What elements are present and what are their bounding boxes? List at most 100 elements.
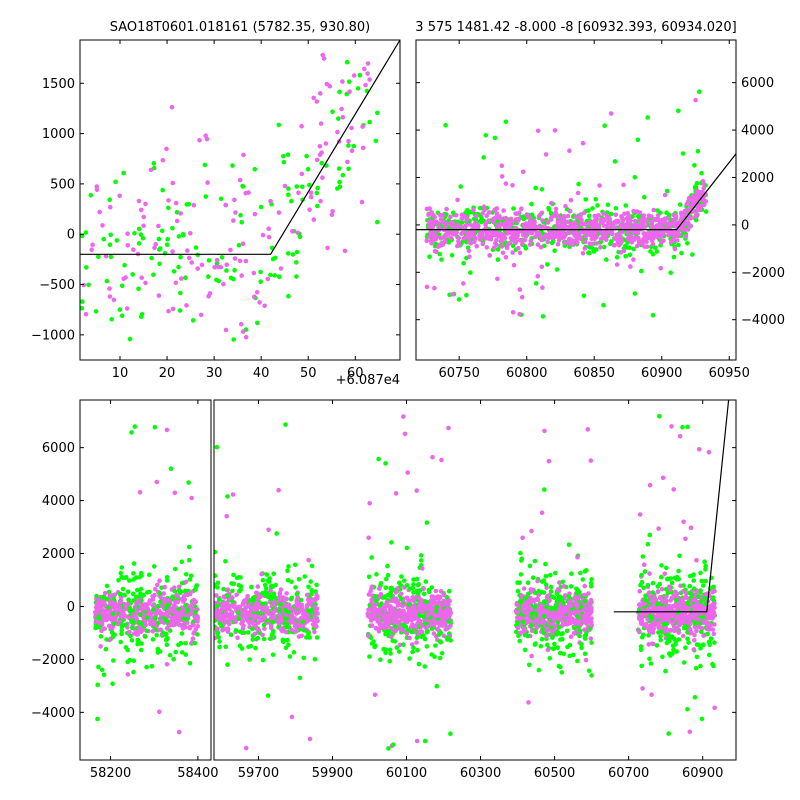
- data-point-magenta: [278, 587, 284, 592]
- data-point-magenta: [312, 629, 317, 635]
- data-point-green: [545, 642, 550, 648]
- data-point-green: [386, 746, 391, 751]
- data-point-green: [109, 317, 114, 322]
- tl-xtick-label: 20: [159, 366, 176, 381]
- data-point-green: [463, 210, 468, 215]
- data-point-magenta: [647, 571, 652, 576]
- data-point-magenta: [416, 595, 422, 601]
- data-point-magenta: [651, 207, 656, 213]
- data-point-green: [578, 570, 583, 576]
- data-point-green: [138, 612, 143, 617]
- data-point-magenta: [440, 617, 445, 623]
- data-point-green: [355, 86, 361, 91]
- data-point-magenta: [627, 214, 632, 219]
- data-point-green: [415, 582, 421, 588]
- data-point-green: [230, 599, 235, 604]
- data-points-top-left: [79, 52, 380, 342]
- data-point-magenta: [330, 209, 335, 214]
- data-point-magenta: [243, 258, 249, 264]
- data-point-magenta: [296, 190, 301, 196]
- data-point-green: [137, 574, 142, 580]
- data-point-magenta: [438, 235, 443, 241]
- data-point-magenta: [529, 653, 534, 659]
- data-point-green: [586, 213, 592, 219]
- data-point-green: [394, 645, 400, 650]
- data-point-green: [228, 632, 234, 637]
- data-point-magenta: [649, 214, 654, 219]
- data-point-magenta: [346, 138, 351, 144]
- data-point-magenta: [103, 253, 109, 259]
- data-point-green: [178, 290, 183, 296]
- data-point-magenta: [503, 181, 509, 186]
- data-point-green: [543, 573, 549, 579]
- data-point-green: [176, 642, 181, 648]
- data-point-green: [571, 652, 576, 658]
- data-point-magenta: [601, 223, 607, 228]
- data-point-magenta: [659, 225, 664, 230]
- plot-frame-top-left: [79, 39, 401, 361]
- data-point-green: [160, 187, 165, 193]
- data-point-magenta: [649, 221, 655, 227]
- data-point-green: [645, 115, 650, 120]
- data-point-magenta: [499, 163, 505, 168]
- data-point-magenta: [186, 625, 192, 630]
- data-point-magenta: [480, 241, 486, 247]
- data-point-green: [108, 232, 113, 238]
- data-point-magenta: [644, 244, 650, 249]
- data-point-green: [582, 651, 588, 657]
- data-point-magenta: [566, 603, 572, 608]
- data-point-magenta: [631, 257, 636, 262]
- data-point-magenta: [318, 121, 324, 126]
- data-point-magenta: [170, 306, 176, 312]
- data-point-magenta: [455, 222, 461, 227]
- data-point-green: [418, 553, 424, 558]
- data-point-magenta: [634, 243, 640, 249]
- data-point-green: [525, 633, 531, 639]
- data-point-green: [86, 282, 91, 288]
- data-point-magenta: [555, 241, 561, 247]
- data-point-green: [664, 188, 670, 194]
- data-point-green: [248, 644, 254, 649]
- data-point-magenta: [428, 619, 433, 625]
- data-point-magenta: [245, 593, 250, 599]
- data-point-magenta: [99, 598, 105, 604]
- data-point-green: [101, 672, 107, 677]
- data-point-magenta: [277, 598, 282, 603]
- data-point-green: [676, 568, 681, 574]
- tr-xtick-label: 60950: [709, 366, 750, 381]
- data-point-magenta: [579, 217, 584, 223]
- data-point-green: [221, 586, 226, 592]
- data-point-magenta: [266, 234, 272, 240]
- data-point-magenta: [440, 220, 446, 225]
- data-point-magenta: [557, 580, 562, 585]
- data-point-magenta: [442, 239, 448, 244]
- data-point-magenta: [252, 211, 258, 217]
- data-point-green: [399, 574, 404, 579]
- data-point-green: [237, 629, 243, 634]
- data-point-magenta: [351, 73, 357, 78]
- data-point-green: [249, 584, 254, 590]
- data-point-magenta: [153, 611, 158, 616]
- data-point-green: [127, 336, 133, 342]
- data-point-green: [236, 242, 242, 248]
- data-point-magenta: [284, 591, 289, 596]
- data-point-magenta: [561, 584, 567, 589]
- data-point-green: [286, 251, 291, 256]
- data-point-green: [381, 646, 386, 652]
- data-point-green: [156, 236, 162, 242]
- data-point-green: [116, 577, 121, 583]
- data-point-magenta: [173, 280, 179, 286]
- data-point-magenta: [510, 183, 515, 188]
- data-point-magenta: [448, 235, 454, 241]
- data-point-magenta: [224, 514, 229, 519]
- data-point-magenta: [299, 633, 305, 639]
- data-point-magenta: [659, 586, 665, 592]
- data-point-magenta: [367, 501, 373, 506]
- data-point-green: [640, 554, 646, 559]
- data-point-magenta: [545, 647, 551, 653]
- data-point-magenta: [519, 229, 525, 234]
- data-point-green: [414, 576, 420, 582]
- data-point-green: [583, 197, 589, 202]
- data-point-magenta: [433, 614, 438, 620]
